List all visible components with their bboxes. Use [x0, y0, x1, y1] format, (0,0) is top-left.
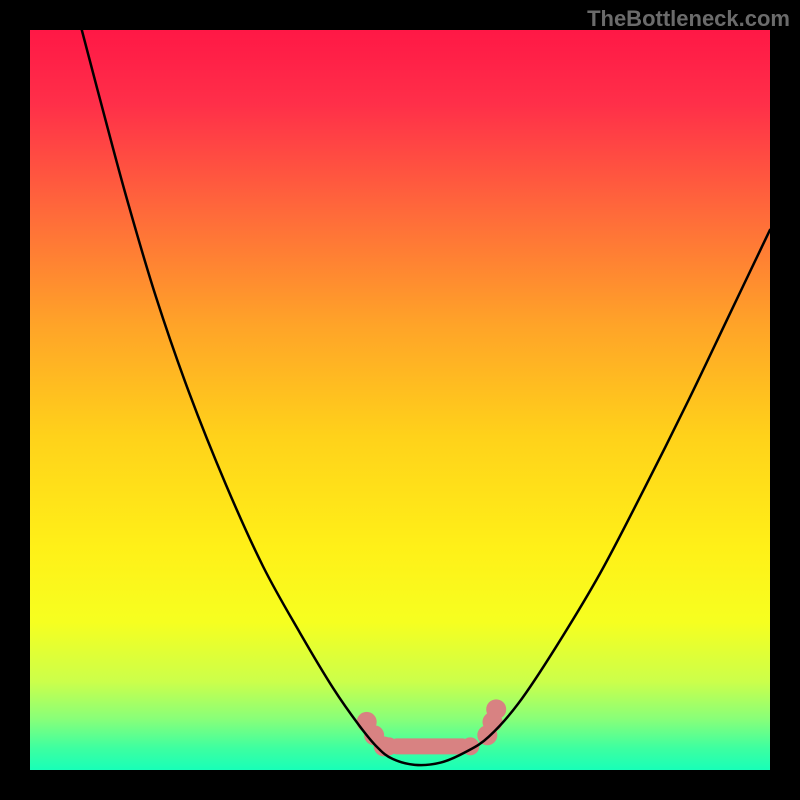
- gradient-background: [30, 30, 770, 770]
- watermark-text: TheBottleneck.com: [587, 6, 790, 32]
- mark-dot: [486, 699, 506, 719]
- chart-frame: TheBottleneck.com: [0, 0, 800, 800]
- mark-bar: [389, 738, 470, 754]
- chart-svg: [0, 0, 800, 800]
